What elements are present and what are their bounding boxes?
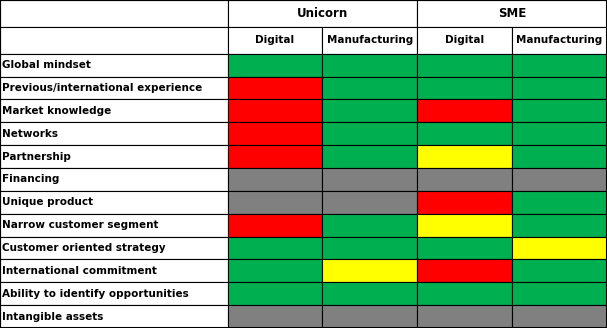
Bar (322, 54, 418, 77)
Bar (228, 282, 322, 305)
Bar (0, 27, 228, 54)
Bar (0, 236, 228, 259)
Bar (418, 236, 512, 259)
Bar (228, 27, 322, 54)
Text: SME: SME (498, 7, 526, 20)
Bar (228, 214, 322, 236)
Bar (512, 236, 607, 259)
Bar (322, 214, 418, 236)
Bar (228, 236, 322, 259)
Bar (0, 282, 228, 305)
Bar (512, 122, 607, 145)
Bar (512, 99, 607, 122)
Bar (418, 168, 512, 191)
Bar (418, 99, 512, 122)
Text: Networks: Networks (2, 129, 58, 139)
Text: Narrow customer segment: Narrow customer segment (2, 220, 159, 230)
Bar (228, 305, 322, 328)
Text: Manufacturing: Manufacturing (327, 35, 413, 45)
Bar (0, 259, 228, 282)
Bar (512, 168, 607, 191)
Bar (322, 27, 418, 54)
Bar (322, 168, 418, 191)
Bar (0, 54, 228, 77)
Bar (512, 214, 607, 236)
Text: Unicorn: Unicorn (297, 7, 348, 20)
Bar (322, 191, 418, 214)
Bar (512, 54, 607, 77)
Bar (0, 214, 228, 236)
Bar (0, 77, 228, 99)
Bar (418, 54, 512, 77)
Bar (418, 122, 512, 145)
Bar (0, 191, 228, 214)
Text: International commitment: International commitment (2, 266, 157, 276)
Bar (418, 145, 512, 168)
Bar (228, 77, 322, 99)
Bar (322, 259, 418, 282)
Bar (418, 27, 512, 54)
Bar (512, 27, 607, 54)
Bar (0, 0, 228, 27)
Bar (322, 236, 418, 259)
Bar (512, 282, 607, 305)
Bar (228, 54, 322, 77)
Text: Partnership: Partnership (2, 152, 71, 162)
Bar (322, 282, 418, 305)
Bar (418, 191, 512, 214)
Bar (228, 259, 322, 282)
Text: Manufacturing: Manufacturing (517, 35, 603, 45)
Bar (512, 145, 607, 168)
Bar (0, 168, 228, 191)
Bar (228, 191, 322, 214)
Bar (418, 259, 512, 282)
Bar (228, 99, 322, 122)
Bar (228, 168, 322, 191)
Bar (228, 122, 322, 145)
Bar (0, 145, 228, 168)
Text: Intangible assets: Intangible assets (2, 312, 104, 321)
Text: Market knowledge: Market knowledge (2, 106, 112, 116)
Bar (418, 77, 512, 99)
Bar (512, 191, 607, 214)
Bar (512, 305, 607, 328)
Text: Unique product: Unique product (2, 197, 93, 207)
Text: Ability to identify opportunities: Ability to identify opportunities (2, 289, 189, 299)
Bar (322, 122, 418, 145)
Bar (228, 145, 322, 168)
Bar (322, 99, 418, 122)
Bar (0, 99, 228, 122)
Text: Global mindset: Global mindset (2, 60, 91, 70)
Bar (512, 77, 607, 99)
Text: Previous/international experience: Previous/international experience (2, 83, 203, 93)
Text: Customer oriented strategy: Customer oriented strategy (2, 243, 166, 253)
Bar (322, 145, 418, 168)
Bar (418, 0, 607, 27)
Text: Digital: Digital (445, 35, 484, 45)
Bar (0, 305, 228, 328)
Bar (512, 259, 607, 282)
Bar (228, 0, 418, 27)
Text: Digital: Digital (256, 35, 294, 45)
Bar (322, 77, 418, 99)
Bar (418, 282, 512, 305)
Text: Financing: Financing (2, 174, 60, 184)
Bar (0, 122, 228, 145)
Bar (322, 305, 418, 328)
Bar (418, 305, 512, 328)
Bar (418, 214, 512, 236)
